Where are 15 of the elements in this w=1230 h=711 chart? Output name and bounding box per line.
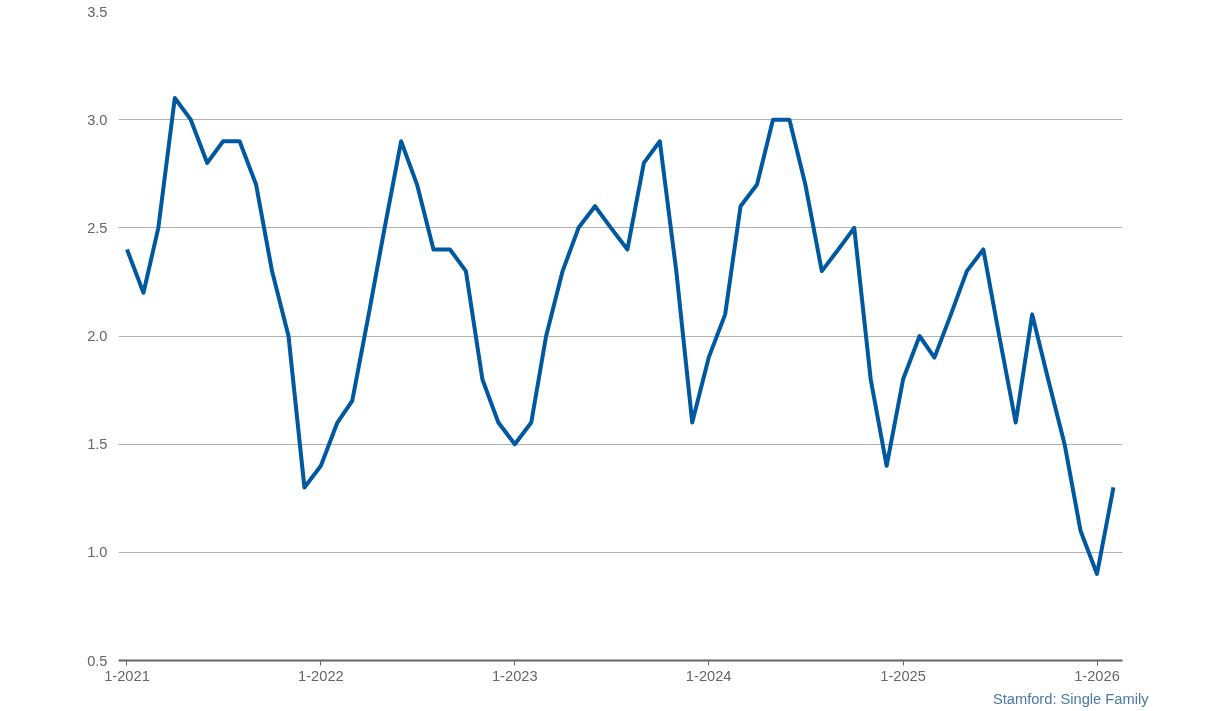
y-tick-label: 0.5	[87, 652, 108, 669]
y-tick-label: 1.0	[87, 544, 108, 561]
line-series	[125, 96, 1116, 576]
x-tick-label: 1-2021	[104, 667, 150, 684]
text: Stamford: Single Family	[992, 690, 1150, 707]
y-tick-label: 3.5	[87, 3, 108, 20]
y-tick-label: 1.5	[87, 436, 108, 453]
x-tick-label: 1-2022	[298, 667, 344, 684]
x-tick-label: 1-2023	[491, 667, 538, 684]
x-tick-label: 1-2026	[1074, 667, 1120, 684]
y-tick-label: 3.0	[87, 111, 108, 128]
y-tick-label: 2.5	[87, 219, 108, 236]
y-tick-label: 2.0	[87, 328, 108, 344]
x-tick-label: 1-2025	[880, 667, 926, 684]
x-tick-label: 1-2024	[685, 667, 732, 684]
